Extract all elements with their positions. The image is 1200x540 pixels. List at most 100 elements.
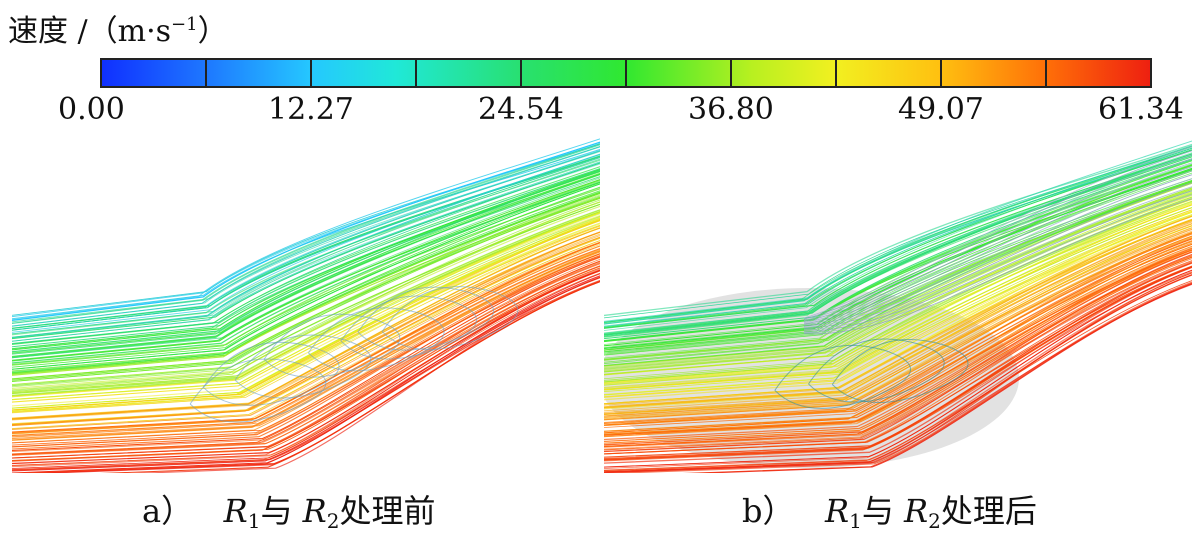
- colorbar-divider: [205, 60, 207, 86]
- streamline: [604, 274, 1192, 473]
- streamline: [604, 147, 1192, 331]
- streamline: [12, 195, 600, 381]
- streamline: [604, 266, 1192, 464]
- streamline: [604, 269, 1192, 468]
- streamline: [604, 261, 1192, 452]
- streamline: [12, 263, 600, 455]
- streamline: [604, 253, 1192, 453]
- streamline: [604, 242, 1192, 435]
- colorbar-divider: [310, 60, 312, 86]
- streamline: [803, 182, 1192, 330]
- streamline: [12, 223, 600, 413]
- streamline: [604, 251, 1192, 438]
- streamline: [12, 143, 600, 324]
- streamline: [12, 217, 600, 403]
- streamline: [12, 162, 600, 342]
- streamline: [604, 140, 1192, 322]
- recirculation-streamline: [831, 339, 969, 403]
- recirculation-streamline: [774, 344, 911, 409]
- streamline: [12, 158, 600, 339]
- streamline: [131, 276, 600, 473]
- streamline: [604, 221, 1192, 415]
- streamline: [604, 204, 1192, 391]
- recirculation-streamline: [381, 286, 519, 351]
- streamline: [12, 144, 600, 324]
- recirculation-streamline: [307, 307, 445, 372]
- streamline: [12, 173, 600, 358]
- colorbar-tick: 61.34: [1098, 92, 1184, 127]
- streamline: [12, 256, 600, 452]
- streamline: [12, 261, 600, 456]
- streamline: [604, 219, 1192, 408]
- streamline: [12, 196, 600, 382]
- streamline: [12, 161, 600, 342]
- streamline: [604, 172, 1192, 354]
- recirculation-streamline: [808, 338, 945, 403]
- colorbar-divider: [835, 60, 837, 86]
- streamline: [12, 153, 600, 339]
- streamline: [12, 205, 600, 390]
- streamline: [12, 141, 600, 322]
- streamline: [12, 231, 600, 427]
- streamline: [803, 194, 1192, 333]
- streamline: [12, 138, 600, 318]
- streamline: [604, 260, 1192, 451]
- streamline: [12, 156, 600, 338]
- caption-a: a） R1与 R2处理前: [142, 492, 436, 533]
- colorbar-tick: 12.27: [268, 92, 354, 127]
- colorbar-divider: [940, 60, 942, 86]
- caption-b: b） R1与 R2处理后: [742, 492, 1037, 533]
- streamline: [604, 235, 1192, 427]
- streamline: [12, 183, 600, 370]
- streamline: [12, 166, 600, 346]
- streamline: [803, 154, 1192, 321]
- streamline: [604, 256, 1192, 455]
- colorbar-tick: 0.00: [58, 92, 125, 127]
- velocity-colorbar: [100, 58, 1152, 88]
- colorbar-divider: [730, 60, 732, 86]
- streamline: [803, 150, 1192, 320]
- streamline: [691, 283, 1192, 473]
- streamline: [604, 231, 1192, 426]
- streamline: [12, 279, 600, 471]
- streamline: [803, 158, 1192, 323]
- streamline: [604, 152, 1192, 334]
- streamline: [604, 255, 1192, 450]
- colorbar-tick: 24.54: [478, 92, 564, 127]
- streamline: [803, 186, 1192, 331]
- streamline: [604, 247, 1192, 442]
- streamline: [99, 281, 600, 473]
- colorbar-divider: [625, 60, 627, 86]
- recirculation-streamline: [189, 358, 327, 423]
- streamline: [604, 249, 1192, 436]
- recirculation-streamline: [263, 313, 401, 378]
- recirculation-streamline: [234, 334, 372, 399]
- streamline: [604, 182, 1192, 367]
- streamline: [12, 209, 600, 394]
- streamline: [604, 201, 1192, 391]
- streamline: [12, 163, 600, 339]
- streamline: [604, 240, 1192, 438]
- streamline: [604, 210, 1192, 398]
- streamline: [604, 218, 1192, 409]
- colorbar-divider: [1045, 60, 1047, 86]
- streamline-plot-a: [12, 138, 600, 473]
- streamline: [12, 182, 600, 368]
- streamline: [803, 162, 1192, 324]
- streamline: [12, 267, 600, 461]
- streamline: [604, 191, 1192, 376]
- streamline: [12, 225, 600, 414]
- streamline: [604, 271, 1192, 459]
- streamline: [12, 248, 600, 438]
- streamline: [604, 146, 1192, 329]
- streamline: [604, 188, 1192, 371]
- recirculation-streamline: [202, 341, 340, 406]
- streamline: [12, 168, 600, 345]
- streamline: [12, 233, 600, 421]
- streamline: [604, 265, 1192, 455]
- streamline: [604, 160, 1192, 345]
- streamline: [604, 227, 1192, 417]
- streamline: [12, 238, 600, 425]
- streamline: [604, 228, 1192, 417]
- streamline-panel-a: [12, 138, 600, 473]
